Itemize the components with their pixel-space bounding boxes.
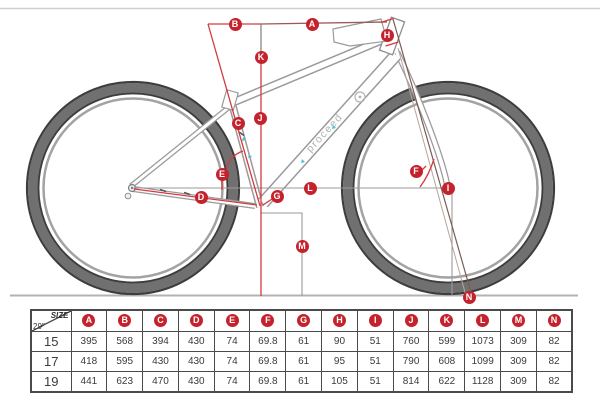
seat-axis-line (207, 23, 261, 207)
head-tube-bottom-tick (385, 41, 399, 47)
column-letter-badge-H: H (332, 314, 346, 328)
value-cell-H: 95 (321, 351, 358, 372)
value-cell-J: 814 (392, 371, 430, 393)
value-cell-C: 470 (142, 371, 179, 393)
column-letter-badge-B: B (118, 314, 132, 328)
column-letter-badge-A: A (82, 314, 96, 328)
value-cell-E: 74 (213, 351, 251, 372)
wheel-size-label: 29" (33, 322, 45, 331)
brand-text: proceed (304, 111, 346, 155)
column-letter-badge-G: G (297, 314, 311, 328)
column-header-I: I (356, 309, 394, 332)
gray-dimension-lines (133, 187, 453, 296)
column-letter-badge-F: F (261, 314, 275, 328)
value-cell-G: 61 (285, 331, 323, 352)
value-cell-A: 395 (70, 331, 108, 352)
column-header-H: H (321, 309, 358, 332)
value-cell-L: 1073 (464, 331, 502, 352)
column-letter-badge-J: J (404, 314, 418, 328)
value-cell-I: 51 (356, 351, 394, 372)
column-header-F: F (249, 309, 287, 332)
value-cell-C: 430 (142, 351, 179, 372)
column-letter-badge-N: N (547, 314, 561, 328)
value-cell-I: 51 (356, 371, 394, 393)
column-letter-badge-L: L (476, 314, 490, 328)
value-cell-J: 790 (392, 351, 430, 372)
column-header-D: D (177, 309, 215, 332)
value-cell-L: 1099 (464, 351, 502, 372)
seat-angle-arc (225, 150, 244, 169)
column-header-N: N (535, 309, 573, 332)
top-tube-length-line (260, 21, 388, 25)
size-cell: 19 (30, 371, 72, 393)
stem (332, 18, 388, 47)
column-letter-badge-I: I (368, 314, 382, 328)
size-cell: 15 (30, 331, 72, 352)
cable-stops (159, 131, 245, 196)
value-cell-I: 51 (356, 331, 394, 352)
value-cell-D: 430 (177, 331, 215, 352)
value-cell-J: 760 (392, 331, 430, 352)
table-row-size-15: 15 395 568 394 430 74 69.8 61 90 51 760 599 1073 309 8… (30, 331, 573, 352)
value-cell-H: 90 (321, 331, 358, 352)
value-cell-M: 309 (500, 351, 537, 372)
value-cell-A: 418 (70, 351, 108, 372)
value-cell-N: 82 (535, 331, 573, 352)
value-cell-F: 69.8 (249, 351, 287, 372)
value-cell-A: 441 (70, 371, 108, 393)
column-header-G: G (285, 309, 323, 332)
column-header-B: B (106, 309, 144, 332)
column-header-C: C (142, 309, 179, 332)
size-header-label: SIZE (50, 311, 69, 320)
column-header-E: E (213, 309, 251, 332)
column-header-M: M (500, 309, 537, 332)
value-cell-H: 105 (321, 371, 358, 393)
column-letter-badge-E: E (225, 314, 239, 328)
column-letter-badge-K: K (440, 314, 454, 328)
value-cell-N: 82 (535, 371, 573, 393)
table-corner-cell: SIZE 29" (30, 309, 72, 332)
value-cell-M: 309 (500, 331, 537, 352)
value-cell-C: 394 (142, 331, 179, 352)
column-letter-badge-D: D (189, 314, 203, 328)
bb-height-line (261, 212, 303, 296)
frame-accents (242, 125, 336, 163)
column-header-K: K (428, 309, 466, 332)
value-cell-E: 74 (213, 371, 251, 393)
table-row-size-17: 17 418 595 430 430 74 69.8 61 95 51 790 608 1099 309 8… (30, 351, 573, 372)
value-cell-F: 69.8 (249, 371, 287, 393)
value-cell-B: 568 (106, 331, 144, 352)
table-row-size-19: 19 441 623 470 430 74 69.8 61 105 51 814 622 1128 309… (30, 371, 573, 393)
value-cell-K: 599 (428, 331, 466, 352)
value-cell-G: 61 (285, 351, 323, 372)
value-cell-G: 61 (285, 371, 323, 393)
value-cell-N: 82 (535, 351, 573, 372)
value-cell-E: 74 (213, 331, 251, 352)
column-letter-badge-C: C (153, 314, 167, 328)
column-header-A: A (70, 309, 108, 332)
fork-construction-line (397, 47, 467, 297)
rear-derailleur (124, 192, 132, 200)
value-cell-B: 595 (106, 351, 144, 372)
value-cell-D: 430 (177, 351, 215, 372)
value-cell-D: 430 (177, 371, 215, 393)
head-tube-top-tick (380, 17, 394, 24)
column-header-J: J (392, 309, 430, 332)
table-header-row: SIZE 29" A B C D E F G H I J K L M N (30, 309, 573, 332)
value-cell-K: 608 (428, 351, 466, 372)
head-angle-arc (419, 158, 435, 188)
value-cell-F: 69.8 (249, 331, 287, 352)
value-cell-L: 1128 (464, 371, 502, 393)
value-cell-K: 622 (428, 371, 466, 393)
brand-logo-icon (354, 91, 366, 103)
steering-axis-line (392, 18, 473, 297)
column-letter-badge-M: M (511, 314, 525, 328)
value-cell-B: 623 (106, 371, 144, 393)
column-header-L: L (464, 309, 502, 332)
size-cell: 17 (30, 351, 72, 372)
value-cell-M: 309 (500, 371, 537, 393)
